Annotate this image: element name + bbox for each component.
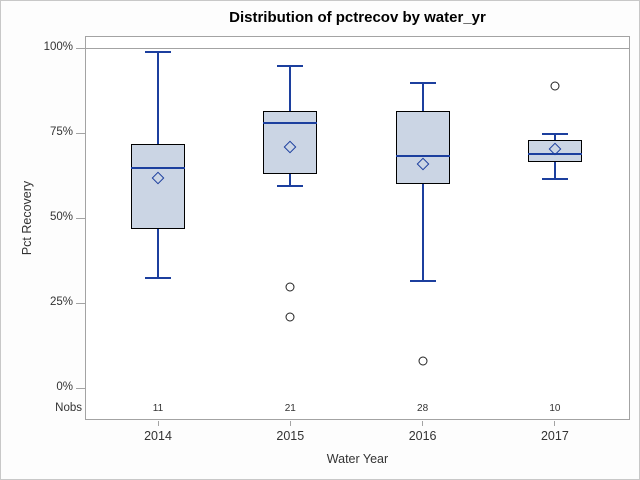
nobs-value: 28 (417, 403, 429, 414)
whisker-cap (277, 64, 304, 67)
whisker-cap (541, 178, 568, 181)
chart-title: Distribution of pctrecov by water_yr (229, 9, 486, 26)
nobs-label: Nobs (55, 402, 82, 414)
whisker-cap (277, 185, 304, 188)
x-tick-label: 2016 (408, 429, 437, 443)
y-tick-label: 75% (49, 126, 73, 138)
box (263, 111, 318, 175)
outlier-point (285, 312, 295, 322)
y-tick-label: 100% (43, 41, 73, 53)
y-tick-mark (76, 218, 85, 219)
y-tick-label: 50% (49, 211, 73, 223)
median-line (263, 122, 318, 125)
whisker-cap (541, 132, 568, 135)
y-tick-label: 0% (56, 381, 73, 393)
x-tick-mark (289, 421, 291, 426)
whisker-cap (145, 50, 171, 53)
y-tick-mark (76, 133, 85, 134)
x-tick-label: 2017 (540, 429, 569, 443)
y-tick-label: 25% (49, 296, 73, 308)
y-tick-mark (76, 48, 85, 49)
nobs-value: 21 (284, 403, 296, 414)
x-tick-mark (554, 421, 556, 426)
x-axis-label: Water Year (326, 452, 389, 466)
box (395, 111, 450, 185)
x-tick-label: 2014 (144, 429, 172, 443)
refline-100pct (86, 48, 629, 49)
whisker-cap (145, 277, 171, 279)
x-tick-mark (422, 421, 424, 426)
plot-area (85, 36, 630, 420)
whisker-cap (409, 81, 436, 84)
x-tick-mark (157, 421, 159, 426)
y-tick-mark (76, 303, 85, 304)
median-line (527, 152, 582, 155)
nobs-value: 11 (152, 403, 164, 414)
box (527, 140, 582, 163)
x-tick-label: 2015 (276, 429, 305, 443)
nobs-value: 10 (549, 403, 561, 414)
box (131, 143, 185, 229)
outlier-point (418, 356, 428, 366)
outlier-point (550, 81, 560, 91)
outlier-point (285, 282, 295, 291)
median-line (395, 154, 450, 157)
y-tick-mark (76, 388, 85, 389)
median-line (131, 166, 185, 169)
whisker-cap (409, 280, 436, 283)
